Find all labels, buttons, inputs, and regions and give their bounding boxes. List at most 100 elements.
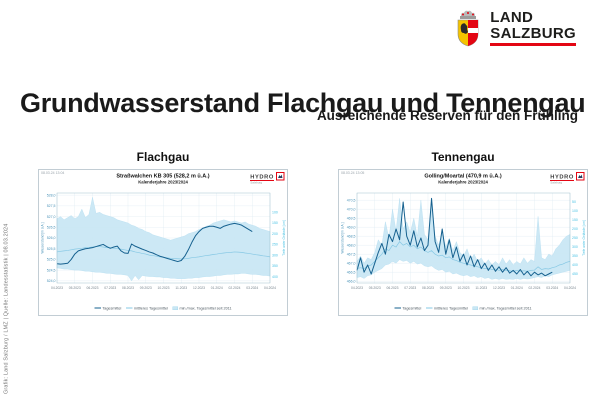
svg-text:50: 50 <box>572 200 576 204</box>
hydro-logo: HYDRO Salzburg <box>550 172 585 185</box>
svg-text:450: 450 <box>572 272 578 276</box>
svg-text:350: 350 <box>272 264 278 268</box>
svg-text:467,0: 467,0 <box>347 261 356 265</box>
svg-text:01.2024: 01.2024 <box>511 286 523 290</box>
svg-text:250: 250 <box>572 236 578 240</box>
chart-header: 08.03.24 13:05 Golling/Moartal (470,9 m … <box>339 170 587 190</box>
panel-flachgau: Flachgau 08.03.24 13:04 Straßwalchen KB … <box>38 150 288 316</box>
hydro-logo-mark-icon <box>276 172 285 181</box>
svg-text:10.2023: 10.2023 <box>458 286 470 290</box>
svg-text:200: 200 <box>572 227 578 231</box>
svg-text:09.2023: 09.2023 <box>440 286 452 290</box>
svg-text:05.2023: 05.2023 <box>369 286 381 290</box>
legend-label: Tagesmittel <box>102 305 122 311</box>
legend-label: mittleres Tagesmittel <box>433 305 468 311</box>
hydro-wordmark: HYDRO <box>250 174 274 182</box>
svg-text:400: 400 <box>572 263 578 267</box>
legend-item: Tagesmittel <box>94 305 122 311</box>
svg-text:11.2023: 11.2023 <box>475 286 487 290</box>
svg-text:06.2023: 06.2023 <box>387 286 399 290</box>
legend-item: mittleres Tagesmittel <box>125 305 168 311</box>
land-salzburg-logo: LAND SALZBURG <box>453 10 576 50</box>
svg-text:09.2023: 09.2023 <box>140 286 152 290</box>
chart-timestamp: 08.03.24 13:05 <box>341 171 365 176</box>
brand-wordmark: LAND SALZBURG <box>490 10 576 46</box>
svg-text:01.2024: 01.2024 <box>211 286 223 290</box>
svg-text:524,0: 524,0 <box>47 279 56 283</box>
svg-text:100: 100 <box>272 210 278 214</box>
brand-line1: LAND <box>490 9 534 26</box>
svg-text:05.2023: 05.2023 <box>69 286 81 290</box>
svg-text:10.2023: 10.2023 <box>158 286 170 290</box>
svg-text:03.2024: 03.2024 <box>246 286 258 290</box>
chart-flachgau: 08.03.24 13:04 Straßwalchen KB 305 (528,… <box>38 169 288 316</box>
chart-subtitle: Kalenderjahre 2023/2024 <box>138 179 188 185</box>
panel-label-tennengau: Tennengau <box>431 150 495 164</box>
svg-text:Tiefe unter Gelände [cm]: Tiefe unter Gelände [cm] <box>282 220 286 256</box>
svg-text:468,0: 468,0 <box>347 243 356 247</box>
page-title: Grundwasserstand Flachgau und Tennengau <box>20 88 586 119</box>
chart-timestamp: 08.03.24 13:04 <box>41 171 65 176</box>
svg-text:12.2023: 12.2023 <box>493 286 505 290</box>
legend-label: min./max. Tagesmittel seit 2011 <box>179 305 232 311</box>
svg-text:466,5: 466,5 <box>347 270 356 274</box>
legend-label: mittleres Tagesmittel <box>133 305 168 311</box>
svg-text:Tiefe unter Gelände [cm]: Tiefe unter Gelände [cm] <box>582 220 586 256</box>
legend-swatch <box>472 306 478 310</box>
chart-title: Golling/Moartal (470,9 m ü.A.) <box>424 173 502 179</box>
svg-text:08.2023: 08.2023 <box>422 286 434 290</box>
svg-text:04.2023: 04.2023 <box>351 286 363 290</box>
svg-text:524,5: 524,5 <box>47 268 56 272</box>
svg-text:527,5: 527,5 <box>47 204 56 208</box>
footer-credit-text: Grafik: Land Salzburg / LMZ | Quelle: La… <box>3 223 9 394</box>
groundwater-plot-flachgau: 528,0 527,5 527,0 526,5 526,0 525,5 525,0 524,5… <box>41 192 286 290</box>
svg-text:Wasserstand [m ü.A.]: Wasserstand [m ü.A.] <box>341 222 345 253</box>
svg-text:526,5: 526,5 <box>47 225 56 229</box>
svg-text:468,5: 468,5 <box>347 234 356 238</box>
legend-item: min./max. Tagesmittel seit 2011 <box>172 305 232 311</box>
panel-tennengau: Tennengau 08.03.24 13:05 Golling/Moartal… <box>338 150 588 316</box>
svg-text:07.2023: 07.2023 <box>404 286 416 290</box>
svg-text:04.2023: 04.2023 <box>51 286 63 290</box>
hydro-logo-mark-icon <box>576 172 585 181</box>
chart-title: Straßwalchen KB 305 (528,2 m ü.A.) <box>116 173 210 179</box>
salzburg-crest-icon <box>457 10 479 47</box>
groundwater-plot-tennengau: 470,5 470,0 469,5 469,0 468,5 468,0 467,5 467,0… <box>341 192 586 290</box>
panel-label-flachgau: Flachgau <box>136 150 190 164</box>
legend-item: min./max. Tagesmittel seit 2011 <box>472 306 532 310</box>
hydro-sublabel: Salzburg <box>250 181 263 185</box>
svg-text:470,0: 470,0 <box>347 207 356 211</box>
svg-text:11.2023: 11.2023 <box>175 286 187 290</box>
hydro-logo: HYDRO Salzburg <box>250 172 285 185</box>
chart-tennengau: 08.03.24 13:05 Golling/Moartal (470,9 m … <box>338 169 588 316</box>
brand-line2: SALZBURG <box>490 25 576 46</box>
legend-item: Tagesmittel <box>394 305 422 311</box>
chart-header: 08.03.24 13:04 Straßwalchen KB 305 (528,… <box>39 170 287 190</box>
svg-text:526,0: 526,0 <box>47 236 56 240</box>
svg-text:527,0: 527,0 <box>47 215 56 219</box>
hydro-sublabel: Salzburg <box>550 181 563 185</box>
legend-swatch <box>172 306 178 310</box>
svg-text:300: 300 <box>572 245 578 249</box>
svg-text:02.2024: 02.2024 <box>529 286 541 290</box>
svg-text:250: 250 <box>272 243 278 247</box>
legend-swatch <box>125 307 133 309</box>
svg-text:200: 200 <box>272 232 278 236</box>
svg-text:528,0: 528,0 <box>47 193 56 197</box>
legend-label: Tagesmittel <box>402 305 422 311</box>
svg-text:08.2023: 08.2023 <box>122 286 134 290</box>
chart-legend: Tagesmittel mittleres Tagesmittel min./max… <box>339 302 587 314</box>
svg-text:470,5: 470,5 <box>347 198 356 202</box>
svg-text:100: 100 <box>572 209 578 213</box>
svg-text:03.2024: 03.2024 <box>546 286 558 290</box>
legend-swatch <box>394 307 401 309</box>
svg-text:469,0: 469,0 <box>347 225 356 229</box>
svg-text:467,5: 467,5 <box>347 252 356 256</box>
svg-text:525,5: 525,5 <box>47 247 56 251</box>
svg-text:04.2024: 04.2024 <box>564 286 576 290</box>
svg-text:466,0: 466,0 <box>347 279 356 283</box>
legend-item: mittleres Tagesmittel <box>425 305 468 311</box>
svg-text:06.2023: 06.2023 <box>87 286 99 290</box>
svg-text:469,5: 469,5 <box>347 216 356 220</box>
page-subtitle: Ausreichende Reserven für den Frühling <box>316 108 578 123</box>
